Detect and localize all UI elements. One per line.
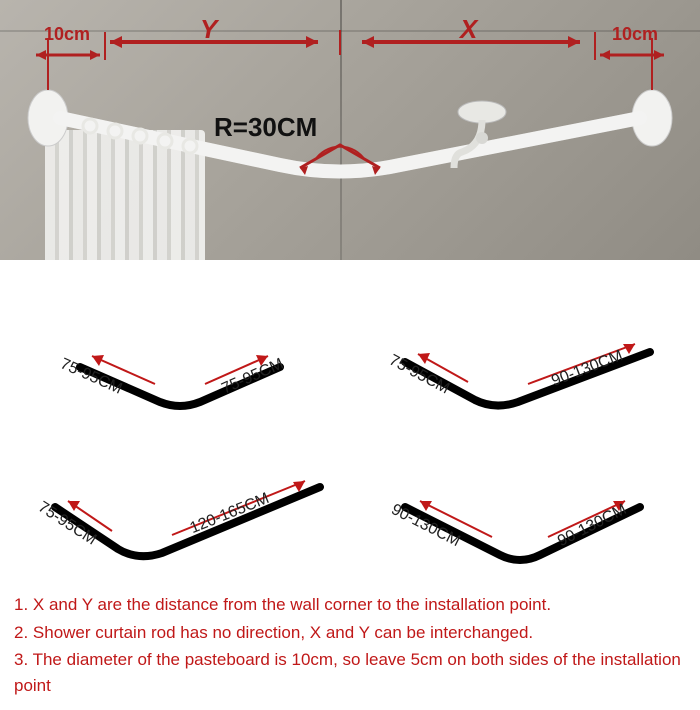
x-axis-label: X	[460, 14, 477, 45]
size-options-grid: 75-95CM 75-95CM 75-95CM 90-130CM 75-95CM…	[0, 260, 700, 582]
rod-and-arrows	[0, 0, 700, 260]
size-option-1: 75-95CM 75-95CM	[10, 272, 350, 427]
installation-notes: 1. X and Y are the distance from the wal…	[0, 582, 700, 710]
left-offset-label: 10cm	[44, 24, 90, 45]
size-option-4: 90-130CM 90-130CM	[350, 427, 690, 582]
y-axis-label: Y	[200, 14, 217, 45]
size-option-3: 75-95CM 120-165CM	[10, 427, 350, 582]
shower-head-icon	[440, 90, 510, 170]
right-offset-label: 10cm	[612, 24, 658, 45]
radius-label: R=30CM	[214, 112, 317, 143]
size-option-2: 75-95CM 90-130CM	[350, 272, 690, 427]
note-1: 1. X and Y are the distance from the wal…	[14, 592, 686, 618]
hero-dimension-diagram: Y X 10cm 10cm R=30CM	[0, 0, 700, 260]
note-3: 3. The diameter of the pasteboard is 10c…	[14, 647, 686, 698]
note-2: 2. Shower curtain rod has no direction, …	[14, 620, 686, 646]
